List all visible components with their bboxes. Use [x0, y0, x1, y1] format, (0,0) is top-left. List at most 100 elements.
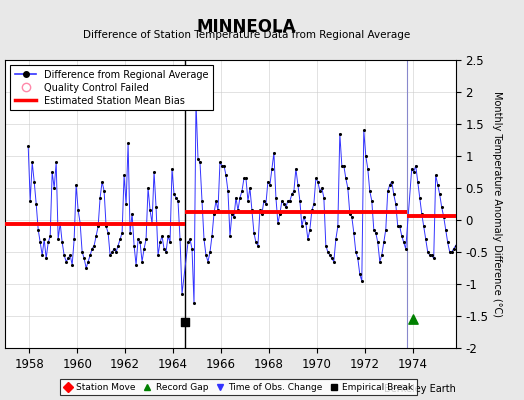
Text: Berkeley Earth: Berkeley Earth: [384, 384, 456, 394]
Point: [196, 159, 204, 166]
Point: [144, 185, 152, 191]
Point: [24, 143, 32, 150]
Point: [308, 207, 316, 214]
Point: [206, 249, 214, 255]
Point: [450, 246, 458, 252]
Point: [421, 236, 430, 242]
Point: [411, 162, 420, 169]
Point: [344, 185, 352, 191]
Point: [176, 236, 184, 242]
Point: [352, 249, 360, 255]
Point: [346, 210, 354, 217]
Point: [356, 271, 364, 278]
Point: [104, 230, 112, 236]
Point: [168, 166, 176, 172]
Point: [362, 153, 370, 159]
Point: [236, 194, 244, 201]
Point: [409, 316, 417, 322]
Point: [218, 162, 226, 169]
Point: [408, 166, 416, 172]
Point: [98, 178, 106, 185]
Point: [42, 255, 50, 262]
Point: [300, 214, 308, 220]
Point: [102, 223, 110, 230]
Point: [438, 204, 446, 210]
Point: [118, 230, 126, 236]
Point: [44, 239, 52, 246]
Point: [337, 162, 346, 169]
Point: [423, 249, 432, 255]
Point: [312, 175, 320, 182]
Point: [389, 191, 398, 198]
Point: [442, 226, 450, 233]
Point: [170, 191, 178, 198]
Point: [181, 319, 189, 326]
Point: [110, 246, 118, 252]
Point: [166, 239, 174, 246]
Point: [318, 185, 326, 191]
Point: [350, 230, 358, 236]
Point: [36, 239, 45, 246]
Point: [453, 239, 462, 246]
Point: [440, 214, 448, 220]
Point: [416, 194, 424, 201]
Point: [244, 198, 252, 204]
Point: [302, 220, 310, 226]
Point: [174, 198, 182, 204]
Point: [178, 290, 186, 297]
Point: [250, 230, 258, 236]
Point: [322, 242, 330, 249]
Point: [134, 236, 143, 242]
Point: [72, 182, 80, 188]
Point: [26, 198, 35, 204]
Point: [158, 233, 166, 239]
Point: [100, 188, 108, 194]
Point: [286, 198, 294, 204]
Point: [50, 185, 58, 191]
Point: [200, 236, 208, 242]
Point: [162, 249, 170, 255]
Point: [232, 194, 240, 201]
Point: [272, 194, 280, 201]
Point: [86, 252, 94, 258]
Point: [320, 194, 328, 201]
Point: [136, 239, 144, 246]
Point: [252, 239, 260, 246]
Point: [374, 239, 382, 246]
Point: [372, 230, 380, 236]
Point: [282, 204, 290, 210]
Point: [94, 223, 102, 230]
Point: [452, 242, 460, 249]
Point: [431, 172, 440, 178]
Point: [112, 249, 121, 255]
Point: [256, 207, 264, 214]
Point: [124, 140, 132, 146]
Point: [76, 220, 84, 226]
Point: [324, 249, 332, 255]
Point: [413, 178, 422, 185]
Text: Difference of Station Temperature Data from Regional Average: Difference of Station Temperature Data f…: [83, 30, 410, 40]
Point: [140, 246, 148, 252]
Point: [56, 220, 64, 226]
Point: [164, 233, 172, 239]
Point: [70, 236, 79, 242]
Point: [304, 236, 312, 242]
Point: [292, 166, 300, 172]
Point: [80, 255, 89, 262]
Point: [150, 169, 158, 175]
Point: [248, 207, 256, 214]
Point: [234, 207, 242, 214]
Point: [52, 159, 60, 166]
Point: [359, 127, 368, 134]
Point: [264, 178, 272, 185]
Point: [310, 201, 318, 207]
Point: [342, 175, 350, 182]
Point: [305, 226, 314, 233]
Point: [216, 159, 224, 166]
Point: [336, 130, 344, 137]
Point: [332, 236, 340, 242]
Point: [420, 223, 428, 230]
Legend: Station Move, Record Gap, Time of Obs. Change, Empirical Break: Station Move, Record Gap, Time of Obs. C…: [60, 379, 417, 396]
Point: [278, 198, 286, 204]
Point: [428, 252, 436, 258]
